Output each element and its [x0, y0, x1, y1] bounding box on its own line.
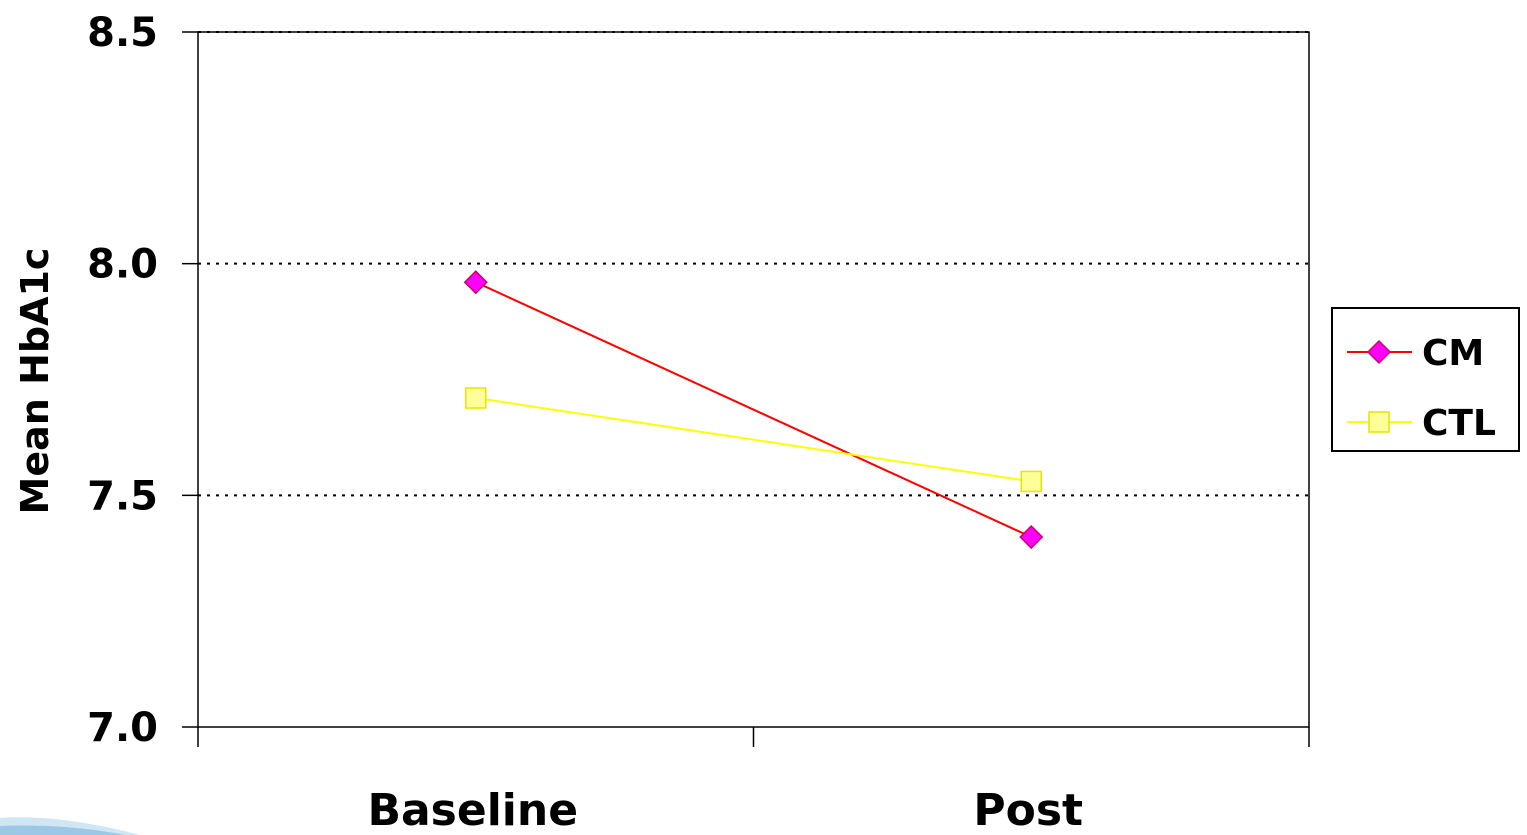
y-tick-label: 8.5 — [87, 10, 158, 56]
x-category-label: Baseline — [367, 785, 578, 835]
legend-marker-cm — [1366, 339, 1392, 365]
data-point-ctl — [1020, 470, 1042, 493]
legend-marker-ctl — [1368, 411, 1390, 433]
x-axis: Baseline Post — [197, 727, 1310, 835]
legend-box — [1331, 307, 1520, 452]
data-point-cm — [1019, 524, 1044, 550]
legend-label-ctl: CTL — [1422, 403, 1496, 444]
legend: CM CTL — [1331, 307, 1520, 452]
x-category-label: Post — [973, 785, 1083, 835]
series-markers — [463, 270, 1044, 550]
legend-label-cm: CM — [1422, 333, 1484, 374]
data-point-ctl — [465, 387, 487, 409]
y-axis-title: Mean HbA1c — [13, 248, 57, 515]
plot-area — [197, 31, 1310, 728]
decorative-swoosh-dark — [0, 825, 125, 835]
series-lines — [475, 281, 1032, 538]
data-point-cm — [463, 270, 488, 295]
y-tick-label: 7.0 — [87, 705, 158, 751]
series-line-ctl — [475, 397, 1032, 483]
series-line-cm — [475, 281, 1032, 538]
y-axis: 7.0 7.5 8.0 8.5 — [87, 10, 198, 751]
y-tick-label: 8.0 — [87, 242, 158, 288]
y-tick-label: 7.5 — [87, 473, 158, 519]
grid-lines — [198, 31, 1309, 497]
